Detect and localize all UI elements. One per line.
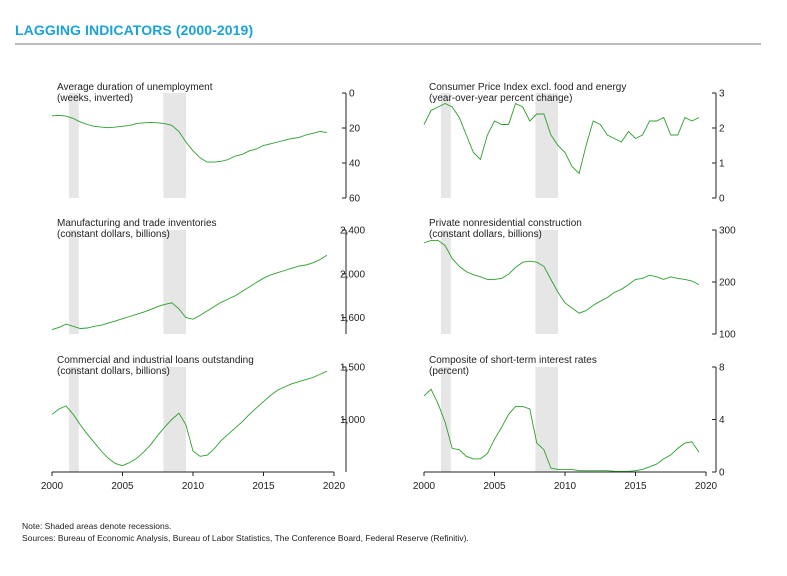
x-tick-label: 2000 — [413, 481, 436, 492]
panel-title: Private nonresidential construction — [429, 218, 582, 229]
y-tick-label: 0 — [719, 468, 725, 479]
x-tick-label: 2005 — [111, 481, 134, 492]
series-line — [51, 114, 327, 163]
recession-band — [68, 367, 79, 472]
panel-title: Commercial and industrial loans outstand… — [57, 355, 254, 366]
y-tick-label: 8 — [719, 363, 725, 374]
y-tick-label: 1,000 — [340, 415, 365, 426]
recession-band — [163, 367, 186, 472]
y-tick-label: 2,000 — [340, 269, 365, 280]
sources-text: Sources: Bureau of Economic Analysis, Bu… — [22, 533, 469, 543]
y-tick-label: 60 — [349, 194, 361, 205]
x-tick-label: 2015 — [624, 481, 647, 492]
page-title: LAGGING INDICATORS (2000-2019) — [15, 22, 254, 38]
series-line — [51, 370, 328, 467]
recession-band — [440, 230, 451, 334]
panel-subtitle: (constant dollars, billions) — [57, 366, 170, 377]
panel-title: Composite of short-term interest rates — [429, 355, 597, 366]
recession-band — [68, 230, 79, 334]
y-tick-label: 40 — [349, 159, 361, 170]
panel-title: Consumer Price Index excl. food and ener… — [429, 82, 626, 93]
panel-subtitle: (year-over-year percent change) — [429, 93, 572, 104]
panel-subtitle: (weeks, inverted) — [57, 93, 133, 104]
y-tick-label: 20 — [349, 124, 361, 135]
y-tick-label: 0 — [719, 194, 725, 205]
footnotes: Note: Shaded areas denote recessions. So… — [22, 520, 469, 544]
title-divider — [15, 43, 761, 45]
recession-band — [440, 367, 451, 472]
panel-title: Manufacturing and trade inventories — [57, 218, 217, 229]
panel-subtitle: (constant dollars, billions) — [429, 229, 542, 240]
y-tick-label: 1 — [719, 159, 725, 170]
y-tick-label: 300 — [719, 226, 736, 237]
series-line — [51, 254, 328, 331]
y-tick-label: 0 — [349, 89, 355, 100]
y-tick-label: 100 — [719, 330, 736, 341]
recession-band — [535, 93, 558, 198]
y-tick-label: 4 — [719, 415, 725, 426]
series-line — [423, 239, 700, 314]
series-line — [423, 102, 700, 175]
recession-band — [535, 230, 558, 334]
recession-band — [440, 93, 451, 198]
recession-band — [535, 367, 558, 472]
x-tick-label: 2020 — [695, 481, 718, 492]
x-tick-label: 2010 — [554, 481, 577, 492]
x-tick-label: 2020 — [323, 481, 346, 492]
series-line — [423, 388, 700, 472]
y-tick-label: 2,400 — [340, 226, 365, 237]
y-tick-label: 3 — [719, 89, 725, 100]
note-text: Note: Shaded areas denote recessions. — [22, 521, 172, 531]
x-tick-label: 2010 — [182, 481, 205, 492]
x-tick-label: 2000 — [41, 481, 64, 492]
y-tick-label: 1,600 — [340, 313, 365, 324]
x-tick-label: 2015 — [252, 481, 275, 492]
panel-subtitle: (percent) — [429, 366, 469, 377]
y-tick-label: 1,500 — [340, 363, 365, 374]
y-tick-label: 2 — [719, 124, 725, 135]
recession-band — [163, 230, 186, 334]
panel-title: Average duration of unemployment — [57, 82, 213, 93]
x-tick-label: 2005 — [483, 481, 506, 492]
panel-subtitle: (constant dollars, billions) — [57, 229, 170, 240]
recession-band — [68, 93, 79, 198]
recession-band — [163, 93, 186, 198]
y-tick-label: 200 — [719, 278, 736, 289]
